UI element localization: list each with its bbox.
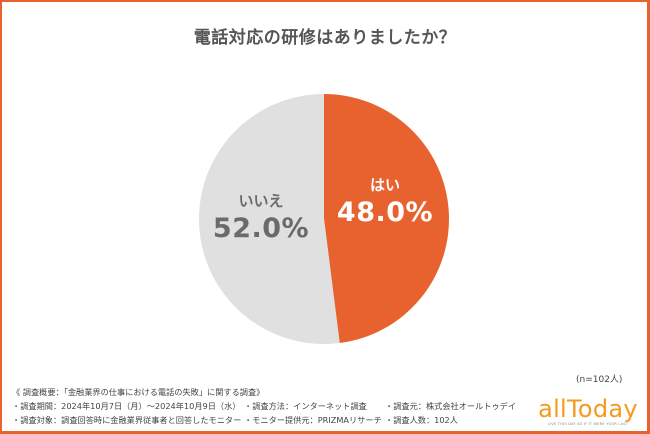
- monitor-provider: ・モニター提供元：PRIZMAリサーチ: [244, 415, 382, 425]
- pie-slice-yes: [324, 93, 450, 344]
- pie-slices: [199, 93, 450, 344]
- logo-wordmark: allToday: [538, 395, 638, 423]
- alltoday-logo: allToday LIVE THIS DAY AS IF IT WERE YOU…: [536, 395, 640, 429]
- survey-count: ・調査人数：102人: [385, 415, 458, 425]
- survey-source: ・調査元：株式会社オールトゥデイ: [385, 401, 517, 411]
- slice-label-yes: はい 48.0%: [335, 176, 435, 228]
- slice-name-yes: はい: [369, 176, 400, 194]
- slice-name-no: いいえ: [238, 192, 284, 210]
- sample-size: (n=102人): [576, 375, 623, 385]
- slice-label-no: いいえ 52.0%: [206, 192, 316, 244]
- survey-method: ・調査方法：インターネット調査: [244, 401, 367, 411]
- survey-period: ・調査期間：2024年10月7日（月）～2024年10月9日（水）: [12, 401, 241, 411]
- notes-header: 《 調査概要：「金融業界の仕事における電話の失敗」に関する調査》: [12, 387, 265, 397]
- chart-title: 電話対応の研修はありましたか？: [193, 28, 457, 48]
- slice-percent-no: 52.0%: [212, 213, 310, 244]
- slice-percent-yes: 48.0%: [336, 197, 434, 228]
- pie-slice-no: [199, 94, 340, 344]
- survey-target: ・調査対象：調査回答時に金融業界従事者と回答したモニター: [12, 415, 242, 425]
- logo-tagline: LIVE THIS DAY AS IF IT WERE YOUR LAST: [547, 422, 629, 426]
